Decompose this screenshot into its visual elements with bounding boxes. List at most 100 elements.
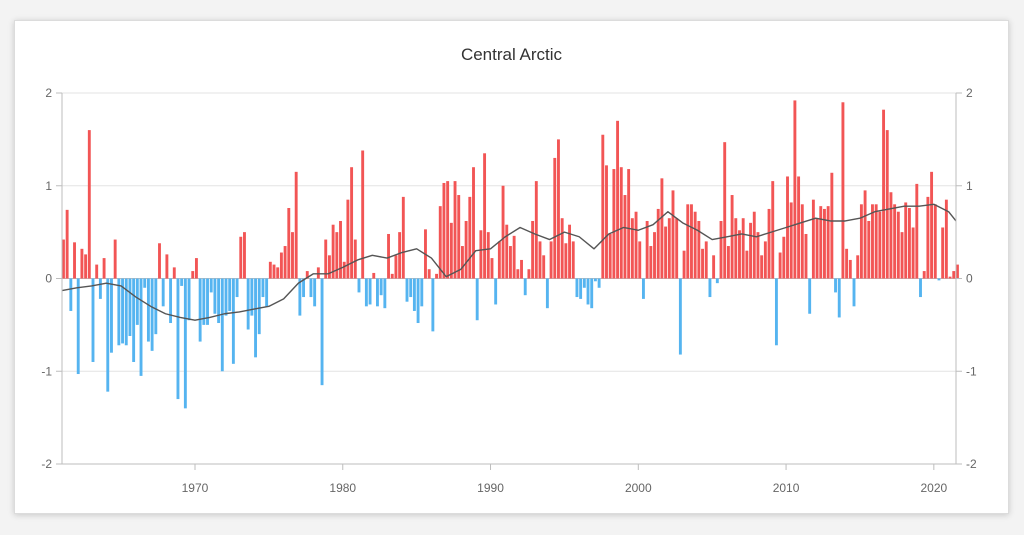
bar xyxy=(124,278,128,346)
bar xyxy=(139,278,143,376)
bar xyxy=(719,220,723,279)
bar xyxy=(704,241,708,279)
bar xyxy=(483,153,487,279)
bar xyxy=(734,218,738,279)
bar xyxy=(664,226,668,279)
bar xyxy=(937,278,941,281)
bar xyxy=(243,232,246,279)
bar xyxy=(316,267,320,279)
bar xyxy=(630,218,634,279)
bar xyxy=(623,195,627,279)
bar xyxy=(933,204,937,279)
bar xyxy=(261,278,265,298)
bar xyxy=(867,220,871,279)
bar xyxy=(320,278,324,386)
bar xyxy=(84,254,88,279)
bar xyxy=(154,278,158,335)
bar xyxy=(856,255,860,279)
bar xyxy=(715,278,719,284)
bar xyxy=(194,258,198,279)
bar xyxy=(169,278,173,324)
bar xyxy=(826,206,830,279)
y-tick-label-right: -1 xyxy=(966,364,977,378)
bar xyxy=(638,241,642,279)
bar xyxy=(364,278,368,307)
x-tick-label: 2000 xyxy=(625,481,652,495)
bar xyxy=(797,176,801,279)
bar xyxy=(845,248,849,279)
bar xyxy=(460,246,464,279)
bar xyxy=(287,208,291,279)
bar xyxy=(667,218,671,279)
bar xyxy=(656,208,660,279)
bar xyxy=(335,232,339,279)
bar xyxy=(449,222,453,279)
bar xyxy=(712,255,716,279)
bar xyxy=(394,255,398,279)
trend-layer xyxy=(61,203,957,321)
bar xyxy=(782,236,786,279)
bar xyxy=(512,235,516,279)
bar xyxy=(353,239,357,279)
bar xyxy=(889,192,893,279)
bar xyxy=(871,204,874,279)
bar xyxy=(730,195,734,279)
bar xyxy=(789,202,793,279)
bar xyxy=(146,278,150,342)
bar xyxy=(368,278,372,305)
bar xyxy=(291,232,294,279)
bar xyxy=(907,208,911,279)
bar xyxy=(172,267,176,279)
bar xyxy=(453,181,457,279)
bar xyxy=(911,227,915,279)
bar xyxy=(956,264,959,279)
bar xyxy=(272,264,276,279)
bar xyxy=(457,195,461,279)
bar xyxy=(431,278,435,332)
bar xyxy=(464,220,468,279)
bar xyxy=(811,199,815,279)
x-tick-label: 2020 xyxy=(920,481,947,495)
bar xyxy=(649,246,653,279)
bar xyxy=(800,204,804,279)
bar xyxy=(859,204,863,279)
bar xyxy=(435,273,439,279)
bar xyxy=(206,278,209,325)
bar xyxy=(878,211,882,279)
bar xyxy=(948,276,952,279)
bar xyxy=(161,278,165,307)
bar xyxy=(412,278,416,311)
bar xyxy=(571,241,575,279)
bar xyxy=(564,243,568,279)
bar xyxy=(62,239,65,279)
x-tick-label: 2010 xyxy=(773,481,800,495)
bar xyxy=(520,259,523,279)
bar xyxy=(752,211,756,279)
bar xyxy=(143,278,147,288)
x-tick-label: 1980 xyxy=(329,481,356,495)
axes: 2 2 1 1 0 0 -1 -1 -2 -2 1970 1980 1990 2000 2010 2020 xyxy=(41,86,977,495)
bar xyxy=(217,278,221,324)
bar xyxy=(283,246,287,279)
bar xyxy=(327,255,331,279)
bar xyxy=(250,278,254,316)
y-tick-label-left: -2 xyxy=(41,457,52,471)
bar xyxy=(69,278,73,311)
bar xyxy=(490,258,494,279)
bar xyxy=(509,246,512,279)
bar xyxy=(165,254,169,279)
bar xyxy=(257,278,261,335)
bar xyxy=(446,181,450,279)
bar xyxy=(231,278,235,364)
bar xyxy=(438,206,442,279)
bar xyxy=(176,278,180,400)
bar xyxy=(741,218,745,279)
bar xyxy=(830,172,834,279)
bar xyxy=(80,248,84,279)
bar xyxy=(553,157,557,279)
bar xyxy=(874,204,878,279)
bar xyxy=(837,278,841,318)
chart-card: Central Arctic 2 2 1 1 0 0 -1 -1 -2 -2 1970 1980 199… xyxy=(14,20,1009,514)
bar xyxy=(516,269,520,279)
chart-svg: 2 2 1 1 0 0 -1 -1 -2 -2 1970 1980 1990 2000 2010 2020 xyxy=(41,86,977,495)
